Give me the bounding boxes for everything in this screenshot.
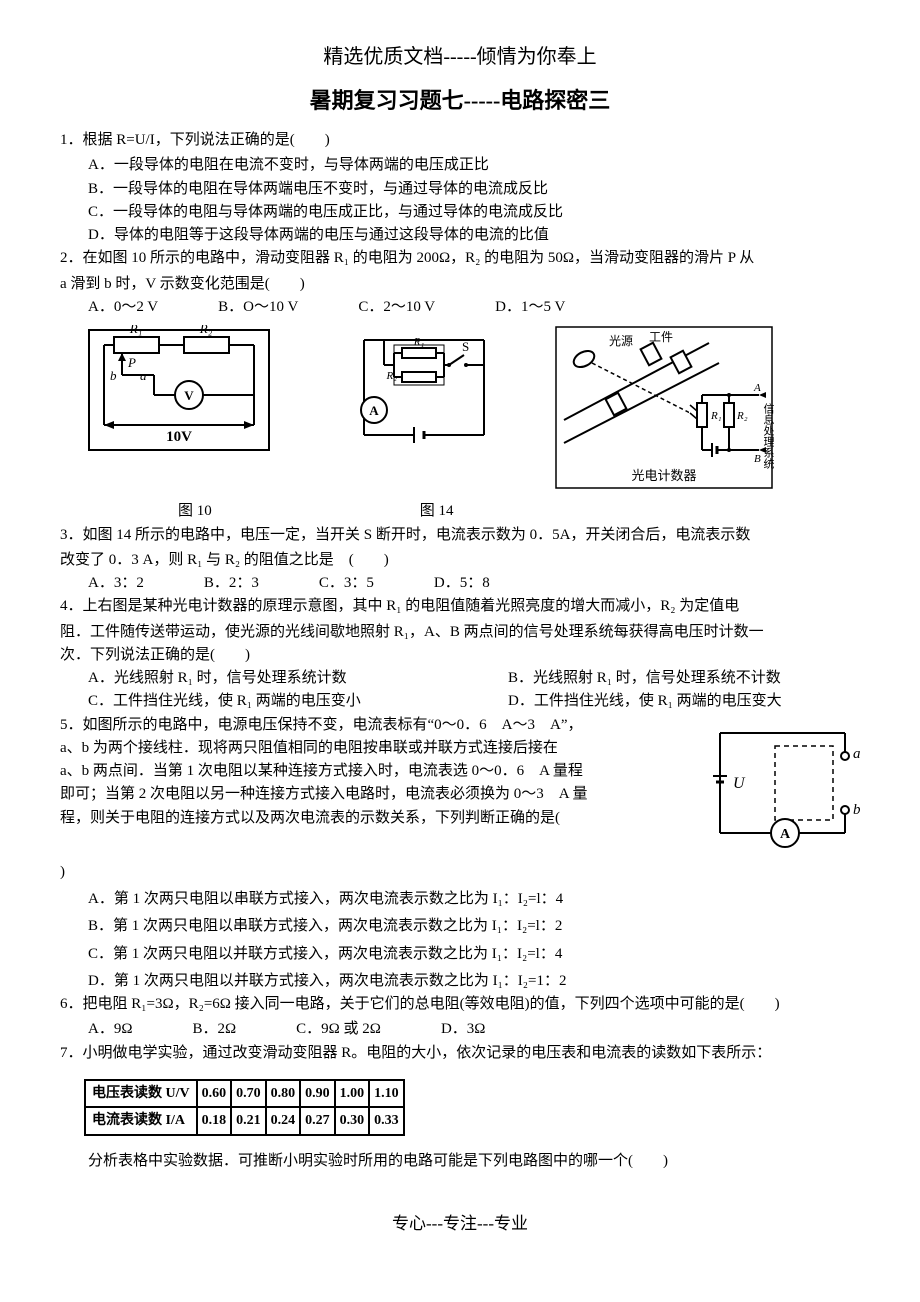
q5-l4: 即可；当第 2 次电阻以另一种连接方式接入电路时，电流表必须换为 0～3 A 量	[60, 783, 695, 806]
q7-after: 分析表格中实验数据．可推断小明实验时所用的电路可能是下列电路图中的哪一个( )	[60, 1150, 860, 1173]
table-cell: 0.24	[266, 1107, 301, 1135]
svg-text:a: a	[853, 746, 860, 762]
q6-stem: 6．把电阻 R₁=3Ω，R₂=6Ω 接入同一电路，关于它们的总电阻(等效电阻)的…	[60, 993, 860, 1016]
q5-l5: 程，则关于电阻的连接方式以及两次电流表的示数关系，下列判断正确的是(	[60, 807, 695, 830]
svg-text:A: A	[369, 403, 379, 418]
table-cell: 0.80	[266, 1080, 301, 1108]
svg-text:光电计数器: 光电计数器	[631, 468, 696, 483]
table-row2-label: 电流表读数 I/A	[85, 1107, 197, 1135]
svg-text:V: V	[184, 388, 194, 403]
svg-text:b: b	[110, 368, 117, 383]
q6-opt-a: A．9Ω	[88, 1018, 132, 1041]
q4-opt-c: C．工件挡住光线，使 R₁ 两端的电压变小	[88, 690, 448, 713]
table-cell: 0.27	[300, 1107, 335, 1135]
table-cell: 0.33	[369, 1107, 404, 1135]
q2-stem-1: 2．在如图 10 所示的电路中，滑动变阻器 R₁ 的电阻为 200Ω，R₂ 的电…	[60, 247, 860, 270]
svg-text:工件: 工件	[649, 330, 673, 344]
q5-opt-c: C．第 1 次两只电阻以并联方式接入，两次电流表示数之比为 I₁：I₂=l：4	[60, 943, 860, 966]
svg-text:S: S	[462, 339, 469, 354]
svg-text:U: U	[733, 775, 746, 792]
q5-opt-a: A．第 1 次两只电阻以串联方式接入，两次电流表示数之比为 I₁：I₂=l：4	[60, 888, 860, 911]
table-cell: 0.60	[197, 1080, 232, 1108]
q2-opt-c: C．2～10 V	[358, 296, 435, 319]
q1-opt-b: B．一段导体的电阻在导体两端电压不变时，与通过导体的电流成反比	[60, 178, 860, 201]
q5-opt-b: B．第 1 次两只电阻以串联方式接入，两次电流表示数之比为 I₁：I₂=l：2	[60, 915, 860, 938]
q6-opt-c: C．9Ω 或 2Ω	[296, 1018, 381, 1041]
q1-opt-d: D．导体的电阻等于这段导体两端的电压与通过这段导体的电流的比值	[60, 224, 860, 247]
figure-14: R₁ R₂ S	[344, 325, 504, 463]
table-cell: 0.21	[231, 1107, 266, 1135]
q5-end: )	[60, 861, 860, 884]
table-cell: 1.10	[369, 1080, 404, 1108]
svg-text:b: b	[853, 802, 860, 818]
svg-text:R₂: R₂	[736, 410, 748, 422]
q4-stem-1: 4．上右图是某种光电计数器的原理示意图，其中 R₁ 的电阻值随着光照亮度的增大而…	[60, 595, 860, 618]
q5-l2: a、b 为两个接线柱．现将两只阻值相同的电阻按串联或并联方式连接后接在	[60, 737, 695, 760]
q3-opt-d: D．5：8	[434, 572, 490, 595]
q2-opt-d: D．1～5 V	[495, 296, 565, 319]
svg-text:B: B	[754, 453, 761, 465]
table-row1-label: 电压表读数 U/V	[85, 1080, 197, 1108]
q3-opt-a: A．3：2	[88, 572, 144, 595]
q2-opt-b: B．O～10 V	[218, 296, 298, 319]
svg-text:A: A	[753, 382, 761, 394]
q3-stem-1: 3．如图 14 所示的电路中，电压一定，当开关 S 断开时，电流表示数为 0．5…	[60, 524, 860, 547]
table-cell: 1.00	[335, 1080, 370, 1108]
q4-opt-a: A．光线照射 R₁ 时，信号处理系统计数	[88, 667, 448, 690]
q4-opt-b: B．光线照射 R₁ 时，信号处理系统不计数	[508, 667, 781, 690]
q6-opt-b: B．2Ω	[192, 1018, 236, 1041]
table-cell: 0.70	[231, 1080, 266, 1108]
figure-q5: U a b A	[705, 718, 860, 861]
q1-opt-a: A．一段导体的电阻在电流不变时，与导体两端的电压成正比	[60, 154, 860, 177]
page-header: 精选优质文档-----倾情为你奉上	[60, 40, 860, 69]
q2-stem-2: a 滑到 b 时，V 示数变化范围是( )	[60, 273, 860, 296]
svg-text:10V: 10V	[166, 429, 192, 445]
q1-opt-c: C．一段导体的电阻与导体两端的电压成正比，与通过导体的电流成反比	[60, 201, 860, 224]
svg-text:R₁: R₁	[413, 336, 425, 348]
main-title: 暑期复习习题七-----电路探密三	[60, 83, 860, 115]
svg-text:R₁: R₁	[129, 325, 142, 336]
svg-text:光源: 光源	[609, 334, 633, 348]
svg-text:信息处理系统: 信息处理系统	[762, 403, 774, 469]
q4-stem-3: 次．下列说法正确的是( )	[60, 644, 860, 667]
table-cell: 0.18	[197, 1107, 232, 1135]
q1-stem: 1．根据 R=U/I，下列说法正确的是( )	[60, 129, 860, 152]
q5-l3: a、b 两点间．当第 1 次电阻以某种连接方式接入时，电流表选 0～0．6 A …	[60, 760, 695, 783]
svg-text:P: P	[127, 355, 136, 370]
svg-text:R₂: R₂	[199, 325, 213, 336]
figure-optical-counter: 光源 工件 R₁ R₂	[554, 325, 774, 498]
fig10-caption: 图 10	[178, 500, 212, 523]
q4-stem-2: 阻．工件随传送带运动，使光源的光线间歇地照射 R₁，A、B 两点间的信号处理系统…	[60, 621, 860, 644]
q3-opt-c: C．3：5	[319, 572, 374, 595]
svg-text:A: A	[780, 827, 791, 842]
svg-text:R₂: R₂	[385, 370, 397, 382]
figure-10: R₁ R₂ b a P V	[84, 325, 274, 463]
table-cell: 0.30	[335, 1107, 370, 1135]
data-table: 电压表读数 U/V 0.60 0.70 0.80 0.90 1.00 1.10 …	[84, 1079, 405, 1136]
q4-opt-d: D．工件挡住光线，使 R₁ 两端的电压变大	[508, 690, 782, 713]
q3-stem-2: 改变了 0．3 A，则 R₁ 与 R₂ 的阻值之比是 ( )	[60, 549, 860, 572]
q2-opt-a: A．0～2 V	[88, 296, 158, 319]
q6-opt-d: D．3Ω	[441, 1018, 485, 1041]
table-cell: 0.90	[300, 1080, 335, 1108]
q5-l1: 5．如图所示的电路中，电源电压保持不变，电流表标有“0～0．6 A～3 A”，	[60, 714, 695, 737]
page-footer: 专心---专注---专业	[60, 1209, 860, 1234]
q7-stem: 7．小明做电学实验，通过改变滑动变阻器 R。电阻的大小，依次记录的电压表和电流表…	[60, 1042, 860, 1065]
fig14-caption: 图 14	[420, 500, 454, 523]
q5-opt-d: D．第 1 次两只电阻以并联方式接入，两次电流表示数之比为 I₁：I₂=1：2	[60, 970, 860, 993]
svg-text:R₁: R₁	[710, 410, 722, 422]
q3-opt-b: B．2：3	[204, 572, 259, 595]
